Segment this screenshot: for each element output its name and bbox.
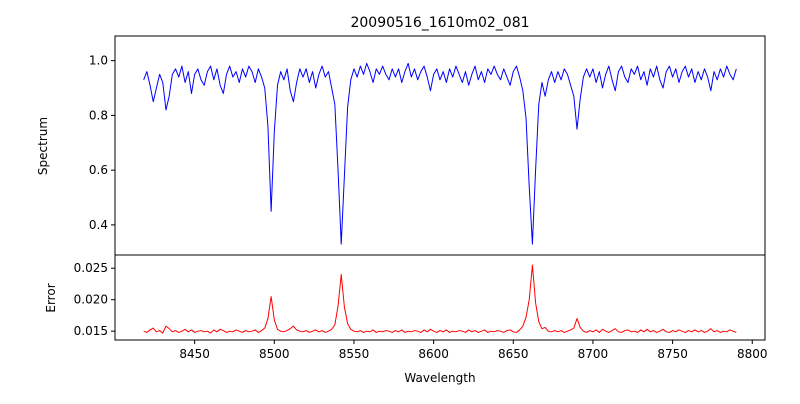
chart-title: 20090516_1610m02_081: [350, 15, 529, 31]
error-line: [143, 264, 737, 334]
y-tick-label: 0.025: [74, 261, 108, 275]
y-tick-label: 0.015: [74, 324, 108, 338]
x-axis-label: Wavelength: [404, 371, 475, 385]
panel-frame: [114, 254, 766, 341]
x-tick-label: 8600: [418, 347, 449, 361]
y-tick-label: 0.8: [89, 108, 108, 122]
x-tick-label: 8650: [498, 347, 529, 361]
y-tick-label: 1.0: [89, 54, 108, 68]
y-axis-label-spectrum: Spectrum: [36, 117, 50, 175]
x-tick-label: 8500: [259, 347, 290, 361]
y-tick-label: 0.020: [74, 293, 108, 307]
x-tick-label: 8750: [657, 347, 688, 361]
x-tick-label: 8800: [737, 347, 768, 361]
y-tick-label: 0.6: [89, 163, 108, 177]
spectrum-line: [143, 62, 737, 245]
x-tick-label: 8700: [578, 347, 609, 361]
y-axis-label-error: Error: [44, 283, 58, 312]
x-tick-label: 8550: [339, 347, 370, 361]
y-tick-label: 0.4: [89, 218, 108, 232]
plot-area: 0.4 0.6 0.8 1.0 0.015 0.020 0.025 8450 8500 8550 8…: [74, 35, 768, 361]
x-tick-label: 8450: [179, 347, 210, 361]
